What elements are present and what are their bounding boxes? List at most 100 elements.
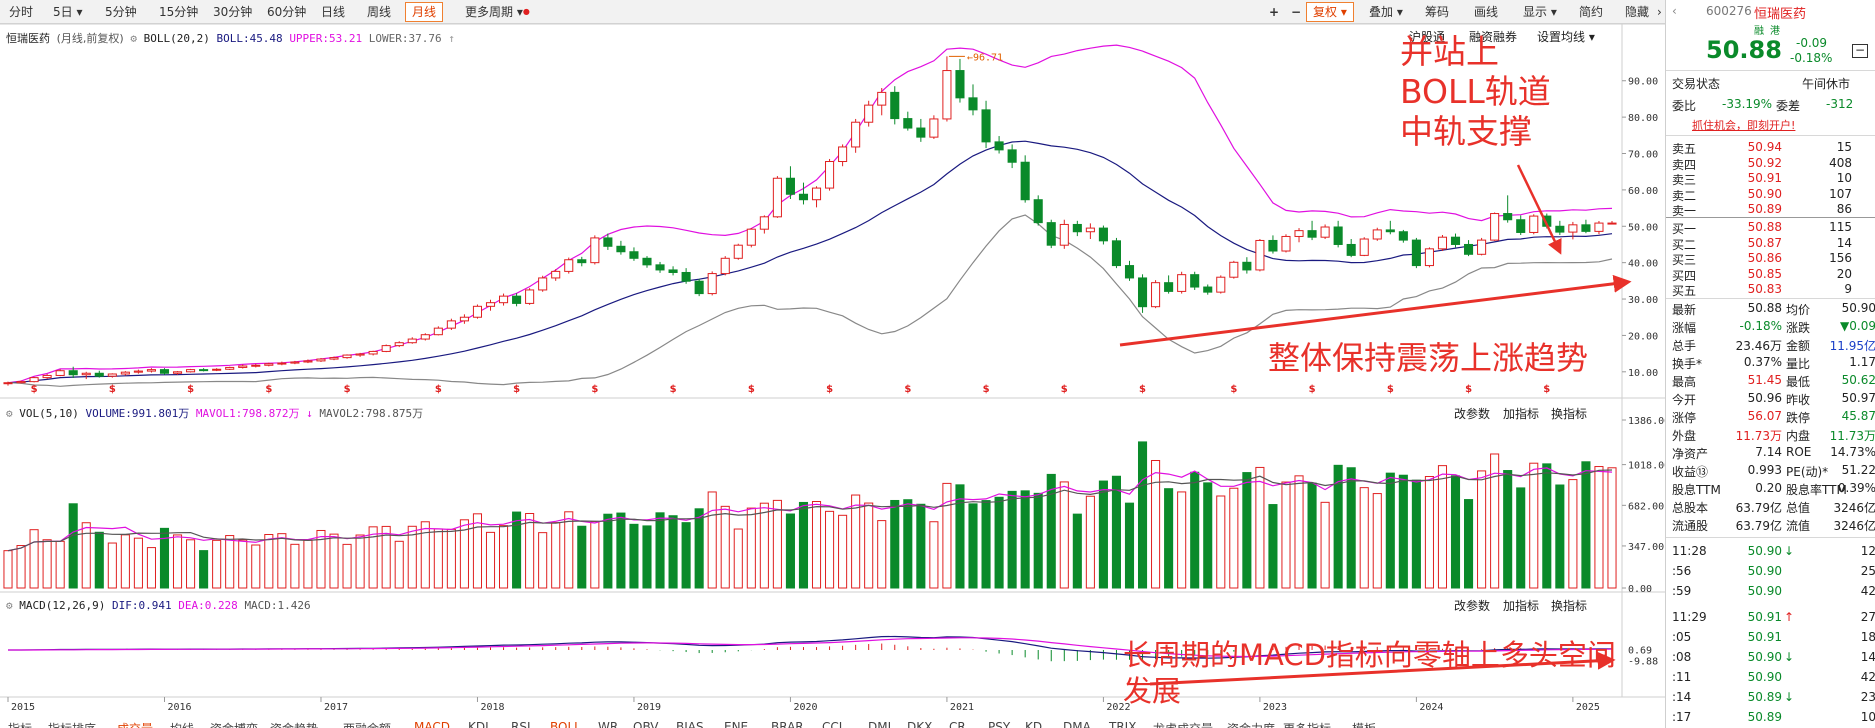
stat-label: ROE [1786,445,1812,459]
stock-code: 600276 [1706,4,1752,18]
indicator-tab[interactable]: MACD [414,720,450,728]
volume-bar [290,543,300,589]
simple-button[interactable]: 简约 [1579,5,1604,19]
zoom-in-button[interactable]: + [1269,5,1280,19]
indicator-tab[interactable]: 更多指标 [1283,720,1331,728]
volume-bar [1411,479,1421,589]
indicator-tab[interactable]: DMI [868,720,892,728]
candle [603,233,613,250]
indicator-tab[interactable]: 模板 [1352,720,1376,728]
candle-body [55,370,65,376]
indicator-tab[interactable]: KD [1025,720,1043,728]
indicator-tab[interactable]: WR [598,720,619,728]
more-periods-button[interactable]: 更多周期 ▾● [458,2,537,22]
macd-value: MACD:1.426 [244,599,311,612]
macd-switch-indicator-link[interactable]: 换指标 [1551,599,1588,613]
candle [525,288,535,305]
candle [459,314,469,324]
stat-value: 51.45 [1747,373,1782,387]
period-week[interactable]: 周线 [367,5,392,19]
vol-name[interactable]: VOL(5,10) [19,407,79,420]
chevron-down-icon: ▾ [1550,5,1557,19]
period-15min[interactable]: 15分钟 [159,5,199,19]
indicator-tab[interactable]: 均线 [170,720,194,728]
indicator-tab[interactable]: 两融余额 [343,720,391,728]
period-5day[interactable]: 5日 ▾ [46,2,90,22]
fuquan-button[interactable]: 复权 ▾ [1306,2,1354,22]
indicator-tab[interactable]: BRAR [771,720,804,728]
indicator-tab[interactable]: OBV [633,720,659,728]
candle-body [1346,243,1356,256]
indicator-tab[interactable]: 指标排序 [48,720,96,728]
kline-chart[interactable]: ←96.71 90.00 80.00 70.00 60.00 50.00 40.00 30.… [0,0,1665,728]
tick-direction: ↓ [1784,690,1795,704]
margin-trading-link[interactable]: 融资融券 [1469,30,1518,44]
indicator-tab[interactable]: 龙虎成交量 [1153,720,1213,728]
candle [1164,275,1174,294]
indicator-tab[interactable]: BOLL [550,720,581,728]
stock-name: 恒瑞医药 [1754,7,1807,22]
period-60min[interactable]: 60分钟 [267,5,307,19]
indicator-tab[interactable]: ENE [724,720,749,728]
candle [1320,224,1330,240]
stat-value: 63.79亿 [1735,501,1782,515]
candle-body [1464,243,1474,255]
stat-value: 14.73% [1830,445,1875,459]
overlay-button[interactable]: 叠加 ▾ [1362,2,1410,22]
minus-icon[interactable]: − [1852,44,1868,58]
chips-button[interactable]: 筹码 [1425,5,1450,19]
gear-icon[interactable]: ⚙ [6,599,13,612]
macd-edit-params-link[interactable]: 改参数 [1454,599,1491,613]
price-change-pct: -0.18% [1790,51,1833,65]
candle [785,166,795,199]
gear-icon[interactable]: ⚙ [130,32,137,45]
indicator-tab[interactable]: RSI [511,720,531,728]
indicator-tab[interactable]: 资金趋势 [270,720,318,728]
hk-connect-link[interactable]: 沪股通 [1409,30,1446,44]
stat-row: 流通股 63.79亿 流值 3246亿 [1666,517,1875,533]
bid-price: 50.86 [1747,251,1782,265]
period-month[interactable]: 月线 [405,2,444,22]
open-account-link[interactable]: 抓住机会，即刻开户! [1692,119,1796,132]
indicator-tab[interactable]: PSY [988,720,1011,728]
indicator-tab[interactable]: 资金力度 [1227,720,1275,728]
chevron-left-icon[interactable]: ‹ [1672,4,1677,18]
display-button[interactable]: 显示 ▾ [1516,2,1564,22]
indicator-tab[interactable]: CR [949,720,966,728]
indicator-tab[interactable]: KDJ [468,720,489,728]
boll-lower: LOWER:37.76 [368,32,442,45]
candle [381,344,391,353]
bid-label: 买二 [1672,237,1697,252]
draw-line-button[interactable]: 画线 [1474,5,1499,19]
indicator-tab[interactable]: DMA [1063,720,1091,728]
indicator-tab[interactable]: CCI [822,720,843,728]
vol-switch-indicator-link[interactable]: 换指标 [1551,407,1588,421]
stat-value: 0.39% [1837,481,1875,495]
period-5min[interactable]: 5分钟 [105,5,137,19]
period-30min[interactable]: 30分钟 [213,5,253,19]
indicator-tab[interactable]: BIAS [676,720,704,728]
boll-lower-line [7,214,1613,387]
period-day[interactable]: 日线 [321,5,346,19]
gear-icon[interactable]: ⚙ [6,407,13,420]
indicator-tab[interactable]: 成交量 [117,720,153,728]
vol-add-indicator-link[interactable]: 加指标 [1503,407,1540,421]
macd-add-indicator-link[interactable]: 加指标 [1503,599,1540,613]
boll-name[interactable]: BOLL(20,2) [143,32,210,45]
candle-body [929,118,939,138]
indicator-tab[interactable]: DKX [907,720,933,728]
candle-body [290,361,300,364]
hide-button[interactable]: 隐藏 [1625,5,1650,19]
indicator-tab[interactable]: 指标 [8,720,32,728]
zoom-out-button[interactable]: − [1291,5,1302,19]
indicator-tab[interactable]: 资金博弈 [210,720,258,728]
volume-bar [1242,472,1252,589]
macd-name[interactable]: MACD(12,26,9) [19,599,106,612]
stat-row: 净资产 7.14 ROE 14.73% [1666,445,1875,461]
vol-edit-params-link[interactable]: 改参数 [1454,407,1491,421]
candle-body [407,338,417,344]
period-fenshi[interactable]: 分时 [9,5,34,19]
indicator-tab[interactable]: TRIX [1109,720,1137,728]
chevron-right-icon[interactable]: › [1657,5,1662,19]
ma-settings-link[interactable]: 设置均线 ▾ [1537,28,1595,45]
